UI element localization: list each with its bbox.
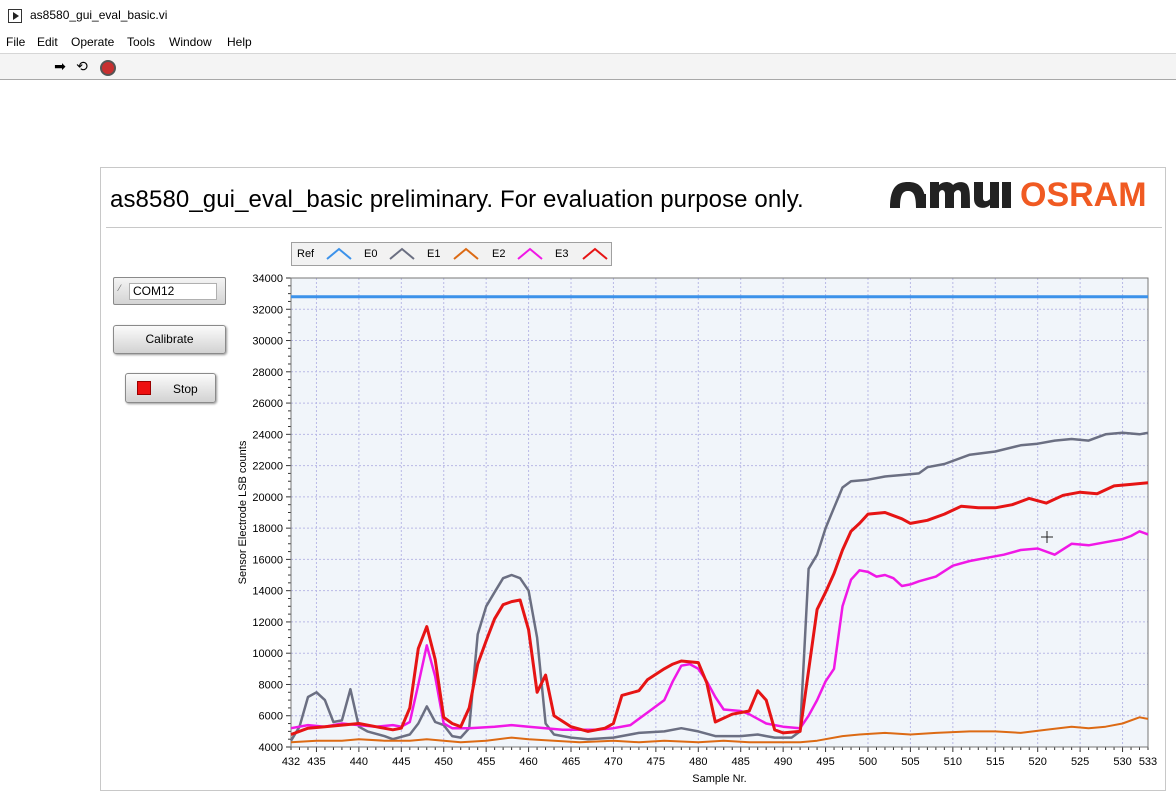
- y-tick-label: 34000: [252, 273, 283, 285]
- stop-button[interactable]: Stop: [125, 373, 216, 403]
- y-tick-label: 6000: [259, 711, 283, 723]
- menu-window[interactable]: Window: [169, 35, 212, 49]
- x-tick-label: 500: [859, 756, 877, 768]
- y-tick-label: 18000: [252, 523, 283, 535]
- menu-help[interactable]: Help: [227, 35, 252, 49]
- window-title: as8580_gui_eval_basic.vi: [30, 8, 168, 22]
- x-axis-label: Sample Nr.: [692, 773, 746, 785]
- x-tick-label: 533: [1139, 756, 1157, 768]
- x-tick-label: 485: [732, 756, 750, 768]
- x-tick-label: 455: [477, 756, 495, 768]
- series-line-e3: [290, 481, 1149, 736]
- series-line-e2: [290, 530, 1149, 732]
- calibrate-button[interactable]: Calibrate: [113, 325, 226, 354]
- y-tick-label: 8000: [259, 679, 283, 691]
- y-tick-label: 26000: [252, 398, 283, 410]
- y-tick-label: 24000: [252, 429, 283, 441]
- osram-logo: OSRAM: [1020, 176, 1147, 214]
- x-tick-label: 505: [901, 756, 919, 768]
- run-arrow-icon[interactable]: ➡: [54, 58, 66, 74]
- y-tick-label: 16000: [252, 554, 283, 566]
- legend-swatch-e0: [389, 247, 415, 260]
- legend-label-e2: E2: [492, 248, 506, 260]
- com-port-selector[interactable]: ⁄ COM12 ▼: [113, 277, 334, 305]
- toolbar: ➡ ⟲: [0, 53, 1176, 80]
- legend-label-e1: E1: [427, 248, 441, 260]
- x-tick-label: 480: [689, 756, 707, 768]
- x-tick-label: 475: [647, 756, 665, 768]
- com-port-field[interactable]: COM12: [129, 283, 217, 300]
- x-tick-label: 515: [986, 756, 1004, 768]
- x-tick-label: 460: [519, 756, 537, 768]
- plot-legend[interactable]: Ref E0 E1 E2 E3: [291, 242, 612, 266]
- x-tick-label: 445: [392, 756, 410, 768]
- x-tick-label: 530: [1113, 756, 1131, 768]
- abort-execution-icon[interactable]: [100, 60, 116, 76]
- y-tick-label: 30000: [252, 336, 283, 348]
- x-tick-label: 470: [604, 756, 622, 768]
- y-tick-label: 4000: [259, 742, 283, 754]
- y-tick-label: 14000: [252, 586, 283, 598]
- io-resource-icon: ⁄: [119, 283, 121, 293]
- legend-label-e0: E0: [364, 248, 378, 260]
- y-tick-label: 20000: [252, 492, 283, 504]
- y-axis-label: Sensor Electrode LSB counts: [237, 440, 249, 584]
- x-tick-label: 510: [944, 756, 962, 768]
- y-tick-label: 28000: [252, 367, 283, 379]
- run-continuously-icon[interactable]: ⟲: [76, 58, 88, 74]
- page-title: as8580_gui_eval_basic preliminary. For e…: [110, 186, 804, 213]
- x-tick-label: 520: [1029, 756, 1047, 768]
- y-tick-label: 22000: [252, 461, 283, 473]
- x-tick-label: 435: [307, 756, 325, 768]
- legend-label-ref: Ref: [297, 248, 315, 260]
- legend-swatch-e2: [517, 247, 543, 260]
- title-separator: [106, 227, 1162, 228]
- ams-logo: [888, 174, 1014, 224]
- legend-swatch-ref: [326, 247, 352, 260]
- x-tick-label: 495: [816, 756, 834, 768]
- menu-bar: File Edit Operate Tools Window Help: [0, 31, 1176, 53]
- menu-tools[interactable]: Tools: [127, 35, 156, 49]
- stop-led-icon: [137, 381, 151, 395]
- app-icon: [8, 9, 22, 23]
- y-tick-label: 10000: [252, 648, 283, 660]
- y-tick-label: 12000: [252, 617, 283, 629]
- window-titlebar: as8580_gui_eval_basic.vi: [0, 0, 1176, 31]
- legend-swatch-e1: [453, 247, 479, 260]
- stop-button-label: Stop: [173, 382, 198, 396]
- series-line-e1: [290, 716, 1149, 744]
- x-tick-label: 525: [1071, 756, 1089, 768]
- y-tick-label: 32000: [252, 304, 283, 316]
- legend-swatch-e3: [582, 247, 608, 260]
- menu-edit[interactable]: Edit: [37, 35, 58, 49]
- x-tick-label: 490: [774, 756, 792, 768]
- x-tick-label: 465: [562, 756, 580, 768]
- x-tick-label: 450: [435, 756, 453, 768]
- x-tick-label: 440: [350, 756, 368, 768]
- plot-frame: [290, 277, 1149, 748]
- legend-label-e3: E3: [555, 248, 569, 260]
- x-tick-label: 432: [282, 756, 300, 768]
- menu-operate[interactable]: Operate: [71, 35, 115, 49]
- series-line-e0: [289, 431, 1149, 742]
- ams-logo-graphic: [890, 182, 1011, 208]
- menu-file[interactable]: File: [6, 35, 26, 49]
